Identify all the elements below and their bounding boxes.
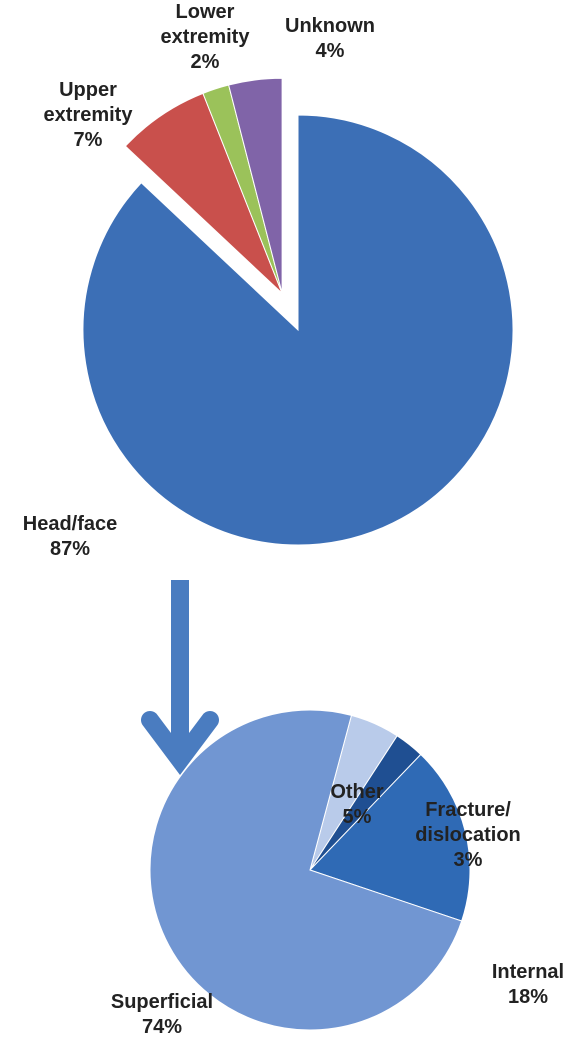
pie-slice (228, 77, 283, 294)
slice-label: Lower extremity (160, 1, 250, 48)
slice-label: Internal (491, 961, 565, 983)
slice-value-label: 87% (49, 538, 91, 560)
slice-value-label: 18% (507, 986, 549, 1008)
slice-label: Upper extremity (43, 79, 133, 126)
slice-label: Superficial (110, 991, 214, 1013)
slice-value-label: 7% (73, 129, 103, 151)
slice-label: Fracture/ dislocation (415, 799, 521, 846)
slice-value-label: 5% (342, 806, 372, 828)
pie-slice (82, 114, 514, 546)
slice-value-label: 4% (315, 40, 345, 62)
slice-label: Head/face (22, 513, 118, 535)
slice-label: Unknown (285, 15, 375, 37)
slice-value-label: 3% (453, 849, 483, 871)
arrow-head (141, 711, 219, 775)
slice-label: Other (330, 781, 384, 803)
slice-value-label: 74% (141, 1016, 183, 1038)
pie-slice (309, 753, 471, 922)
slice-value-label: 2% (190, 51, 220, 73)
pie-slice (149, 709, 463, 1031)
